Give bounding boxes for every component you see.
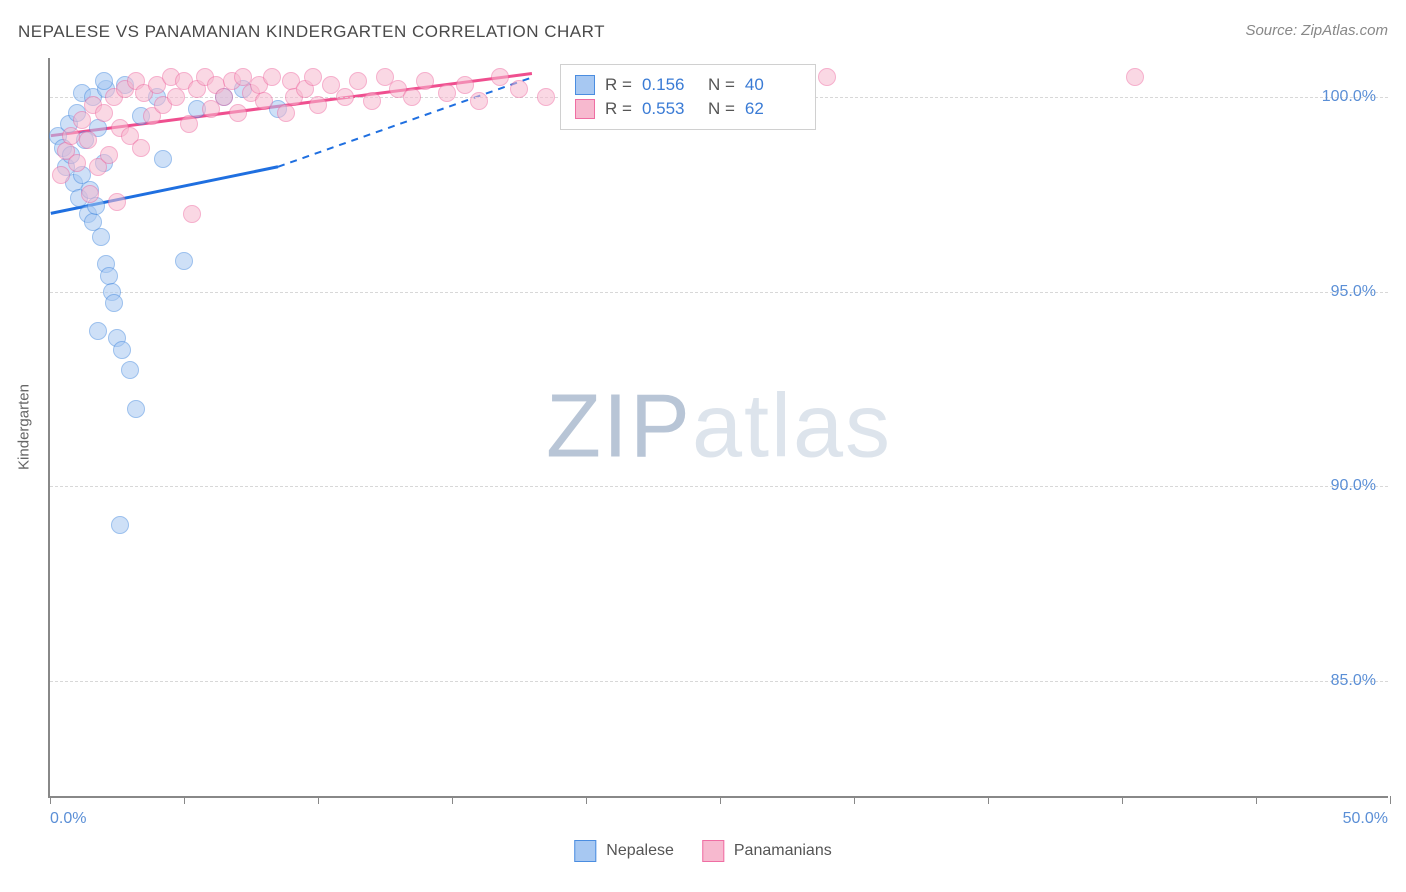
source-label: Source: ZipAtlas.com	[1245, 22, 1388, 39]
scatter-point	[277, 104, 295, 122]
scatter-point	[215, 88, 233, 106]
x-tick	[318, 796, 319, 804]
scatter-point	[336, 88, 354, 106]
stats-n-label: N =	[708, 75, 735, 95]
scatter-point	[537, 88, 555, 106]
scatter-point	[416, 72, 434, 90]
scatter-point	[438, 84, 456, 102]
x-tick	[50, 796, 51, 804]
scatter-point	[167, 88, 185, 106]
stats-row: R = 0.156 N = 40	[575, 73, 801, 97]
scatter-point	[68, 154, 86, 172]
x-tick	[452, 796, 453, 804]
scatter-point	[127, 400, 145, 418]
x-tick	[720, 796, 721, 804]
scatter-point	[81, 185, 99, 203]
scatter-point	[456, 76, 474, 94]
stats-row: R = 0.553 N = 62	[575, 97, 801, 121]
scatter-point	[304, 68, 322, 86]
legend-swatch	[575, 99, 595, 119]
y-tick-label: 85.0%	[1331, 672, 1376, 690]
scatter-point	[52, 166, 70, 184]
scatter-point	[183, 205, 201, 223]
x-axis-min-label: 0.0%	[50, 810, 86, 828]
legend-label: Nepalese	[606, 842, 674, 860]
scatter-point	[111, 516, 129, 534]
y-axis-title: Kindergarten	[16, 384, 33, 470]
x-tick	[184, 796, 185, 804]
chart-container: NEPALESE VS PANAMANIAN KINDERGARTEN CORR…	[0, 0, 1406, 892]
scatter-point	[175, 252, 193, 270]
scatter-point	[255, 92, 273, 110]
stats-r-value: 0.156	[642, 75, 698, 95]
watermark: ZIPatlas	[546, 376, 892, 479]
scatter-point	[73, 111, 91, 129]
legend-swatch	[575, 75, 595, 95]
scatter-point	[818, 68, 836, 86]
scatter-point	[89, 322, 107, 340]
series-legend: Nepalese Panamanians	[574, 840, 831, 862]
scatter-point	[309, 96, 327, 114]
scatter-point	[92, 228, 110, 246]
chart-title: NEPALESE VS PANAMANIAN KINDERGARTEN CORR…	[18, 22, 605, 42]
gridline	[50, 292, 1388, 293]
watermark-zip: ZIP	[546, 377, 692, 477]
legend-item: Panamanians	[702, 840, 832, 862]
x-axis-max-label: 50.0%	[1343, 810, 1388, 828]
stats-r-value: 0.553	[642, 99, 698, 119]
scatter-point	[263, 68, 281, 86]
scatter-point	[180, 115, 198, 133]
x-tick	[1256, 796, 1257, 804]
x-tick	[988, 796, 989, 804]
scatter-point	[510, 80, 528, 98]
y-tick-label: 90.0%	[1331, 477, 1376, 495]
plot-area: Kindergarten ZIPatlas 0.0% 50.0% 85.0%90…	[48, 58, 1388, 798]
trend-lines-layer	[50, 58, 1388, 796]
scatter-point	[1126, 68, 1144, 86]
gridline	[50, 681, 1388, 682]
legend-swatch	[702, 840, 724, 862]
scatter-point	[491, 68, 509, 86]
y-tick-label: 100.0%	[1322, 88, 1376, 106]
scatter-point	[95, 104, 113, 122]
stats-n-value: 62	[745, 99, 801, 119]
scatter-point	[108, 193, 126, 211]
stats-r-label: R =	[605, 99, 632, 119]
x-tick	[1390, 796, 1391, 804]
x-tick	[854, 796, 855, 804]
watermark-atlas: atlas	[692, 377, 892, 477]
stats-n-value: 40	[745, 75, 801, 95]
scatter-point	[229, 104, 247, 122]
scatter-point	[121, 361, 139, 379]
scatter-point	[403, 88, 421, 106]
scatter-point	[100, 146, 118, 164]
stats-n-label: N =	[708, 99, 735, 119]
correlation-stats-box: R = 0.156 N = 40 R = 0.553 N = 62	[560, 64, 816, 130]
scatter-point	[113, 341, 131, 359]
x-tick	[586, 796, 587, 804]
x-tick	[1122, 796, 1123, 804]
scatter-point	[132, 139, 150, 157]
scatter-point	[154, 150, 172, 168]
gridline	[50, 486, 1388, 487]
scatter-point	[470, 92, 488, 110]
legend-item: Nepalese	[574, 840, 674, 862]
stats-r-label: R =	[605, 75, 632, 95]
legend-label: Panamanians	[734, 842, 832, 860]
scatter-point	[105, 294, 123, 312]
y-tick-label: 95.0%	[1331, 283, 1376, 301]
scatter-point	[363, 92, 381, 110]
legend-swatch	[574, 840, 596, 862]
scatter-point	[62, 127, 80, 145]
scatter-point	[349, 72, 367, 90]
scatter-point	[79, 131, 97, 149]
